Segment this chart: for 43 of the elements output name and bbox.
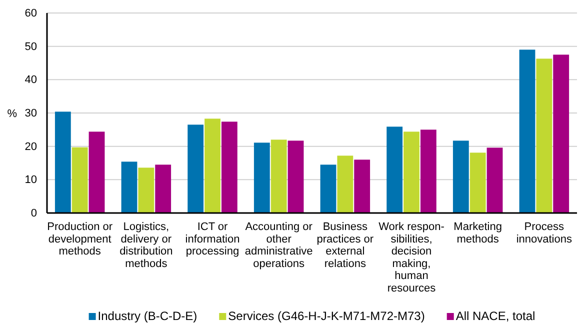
x-tick-label: Logistics, delivery or distribution methods	[120, 221, 173, 270]
bar	[254, 142, 270, 213]
bar	[470, 152, 486, 213]
y-tick-label: 40	[24, 74, 37, 86]
bar	[386, 126, 403, 213]
y-tick-label: 0	[30, 208, 37, 220]
x-tick-label: Marketing methods	[454, 221, 502, 246]
bar	[188, 124, 204, 213]
y-tick-label: 30	[24, 108, 37, 120]
legend-label: All NACE, total	[456, 309, 536, 323]
y-tick-label: 50	[24, 40, 37, 53]
bar	[72, 147, 88, 213]
legend-label: Industry (B-C-D-E)	[98, 309, 198, 323]
bar	[155, 164, 172, 213]
bar	[337, 156, 354, 213]
bar	[54, 112, 71, 213]
bar	[270, 140, 287, 213]
y-tick-label: 10	[24, 174, 37, 186]
bar	[452, 140, 469, 213]
bar	[519, 50, 536, 213]
x-tick-label: Accounting or other administrative operations	[244, 221, 313, 270]
bar	[221, 122, 238, 213]
legend-label: Services (G46-H-J-K-M71-M72-M73)	[228, 309, 425, 323]
bar	[138, 168, 154, 213]
bar	[404, 132, 420, 213]
bar	[354, 160, 370, 213]
y-axis-title: %	[7, 108, 18, 120]
bar	[288, 140, 304, 213]
bar	[88, 132, 105, 213]
y-tick-label: 60	[24, 8, 37, 20]
bar	[121, 162, 138, 213]
y-tick-label: 20	[24, 140, 37, 153]
bar	[553, 54, 570, 213]
bar	[486, 148, 503, 213]
bar	[536, 58, 552, 213]
x-tick-label: ICT or information processing	[185, 221, 240, 258]
x-tick-label: Process innovations	[516, 221, 572, 246]
bar	[204, 118, 220, 213]
x-tick-label: Production or development methods	[47, 221, 113, 258]
bar	[320, 164, 336, 213]
x-tick-label: Business practices or external relations	[316, 221, 374, 270]
bar	[420, 130, 436, 213]
x-tick-label: Work respon-sibilities, decision making, human resources	[378, 221, 445, 294]
